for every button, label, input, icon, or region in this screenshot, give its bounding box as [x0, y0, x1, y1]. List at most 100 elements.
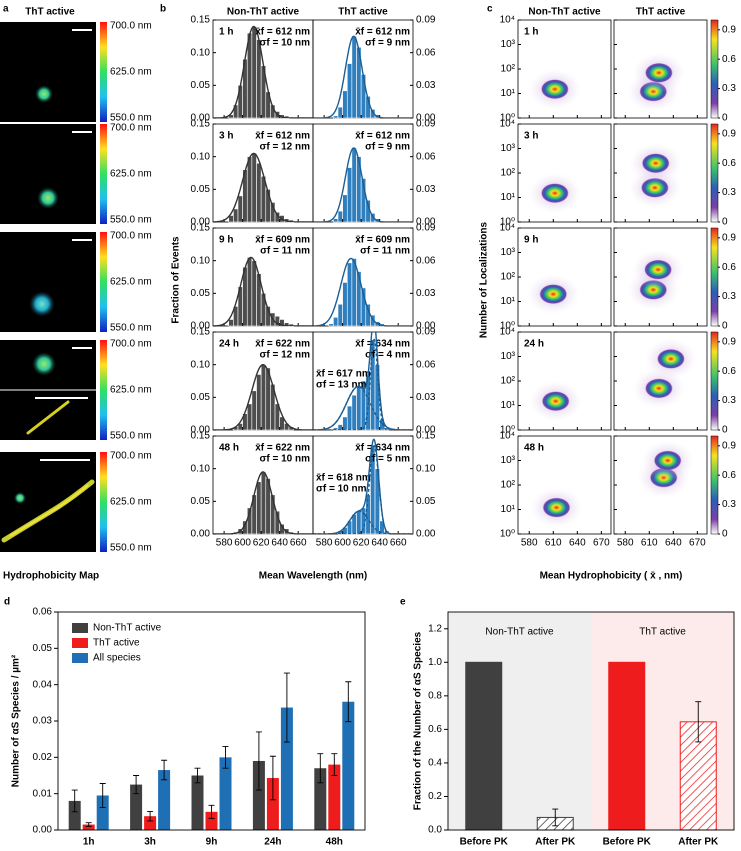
emission-spot [32, 352, 56, 376]
fit-mean-label: x̄f = 622 nm [255, 339, 310, 350]
y-tick-label: 0.8 [428, 690, 442, 701]
error-bar [552, 808, 559, 827]
colorbar [100, 340, 107, 440]
density-peak [644, 62, 673, 83]
colorbar-tick-label: 0.9 [722, 128, 736, 139]
fit-sigma-label: σf = 13 nm [316, 380, 367, 391]
histogram-bar [260, 471, 267, 535]
y-tick-label: 10⁴ [500, 431, 515, 442]
histogram-bar [342, 194, 348, 223]
bar [342, 701, 355, 830]
histogram-bar [356, 386, 362, 431]
emission-spot [35, 85, 53, 103]
emission-spot [37, 187, 59, 209]
density-peak [539, 284, 568, 305]
fit-sum-curve [313, 438, 413, 534]
histogram-bar [351, 147, 357, 223]
y-tick-label: 0.6 [428, 724, 442, 735]
colorbar-label: 625.0 nm [110, 67, 152, 78]
y-tick-label: 0.00 [191, 321, 211, 332]
histogram-bar [337, 424, 343, 431]
colorbar-label: 700.0 nm [110, 339, 152, 350]
y-tick-label: 10¹ [501, 400, 516, 411]
y-tick-label: 0.10 [191, 463, 211, 474]
fit-mean-label: x̄f = 634 nm [355, 443, 410, 454]
colorbar-tick-label: 0.9 [722, 440, 736, 451]
colorbar-label: 550.0 nm [110, 215, 152, 226]
y-tick-label: 0.15 [191, 119, 211, 130]
legend-label: Non-ThT active [93, 623, 162, 634]
legend-swatch [72, 638, 88, 648]
y-tick-label: 0.00 [191, 425, 211, 436]
y-tick-label: 0.00 [416, 217, 436, 228]
colorbar-label: 550.0 nm [110, 543, 152, 554]
y-tick-label: 0.00 [191, 217, 211, 228]
density-peak [540, 79, 569, 100]
y-axis-label: Number of Localizations [479, 222, 490, 339]
fit-curve [213, 471, 313, 534]
bar [82, 824, 95, 830]
fit-curve [313, 444, 413, 534]
colorbar-label: 700.0 nm [110, 21, 152, 32]
row-label: 1 h [524, 27, 538, 38]
micrograph [0, 22, 96, 122]
fit-mean-label: x̄f = 617 nm [316, 369, 371, 380]
x-tick-label: Before PK [460, 837, 509, 848]
y-tick-label: 0.10 [191, 47, 211, 58]
error-bar [269, 755, 276, 801]
column-title: Non-ThT active [227, 7, 300, 18]
y-tick-label: 10⁰ [500, 321, 515, 332]
colorbar-tick-label: 0 [722, 529, 728, 540]
y-tick-label: 10² [501, 168, 516, 179]
histogram-bar [328, 323, 334, 327]
y-tick-label: 0.09 [416, 15, 436, 26]
bar [608, 661, 646, 831]
colorbar-tick-label: 0 [722, 217, 728, 228]
colorbar-tick-label: 0 [722, 425, 728, 436]
bar [130, 784, 143, 830]
fit-curve [213, 152, 313, 222]
histogram-bar [337, 210, 343, 223]
histogram-bar [360, 74, 367, 119]
colorbar [710, 435, 719, 535]
y-tick-label: 0.06 [416, 359, 436, 370]
y-tick-label: 10³ [501, 351, 516, 362]
fit-sigma-label: σf = 4 nm [365, 350, 410, 361]
y-tick-label: 0.06 [416, 151, 436, 162]
error-bar [695, 701, 702, 743]
row-label: 9 h [524, 235, 538, 246]
fit-curve [213, 256, 313, 326]
histogram-bar [351, 258, 357, 327]
y-tick-label: 0.03 [416, 288, 436, 299]
y-tick-label: 0.03 [416, 80, 436, 91]
bar [465, 661, 503, 831]
y-tick-label: 0.00 [191, 529, 211, 540]
fit-sigma-label: σf = 11 nm [360, 246, 410, 257]
fit-curve [313, 257, 413, 326]
plot-frame [57, 611, 366, 831]
colorbar-tick-label: 0 [722, 113, 728, 124]
y-tick-label: 0.02 [33, 752, 53, 763]
colorbar [100, 124, 107, 224]
colorbar [710, 123, 719, 223]
fit-sigma-label: σf = 10 nm [316, 484, 367, 495]
x-axis-label: Mean Hydrophobicity ( x̄ , nm) [540, 571, 683, 582]
bar [158, 770, 171, 830]
y-tick-label: 10⁰ [500, 425, 515, 436]
row-label: 24 h [5, 347, 25, 358]
y-tick-label: 10⁴ [500, 119, 515, 130]
density-peak [541, 391, 570, 412]
histogram-bar [246, 257, 253, 327]
colorbar-label: 550.0 nm [110, 323, 152, 334]
histogram-bar [346, 405, 353, 431]
histogram-bar [237, 195, 243, 223]
y-tick-label: 10¹ [501, 192, 516, 203]
colorbar [100, 452, 107, 552]
y-tick-label: 0.05 [191, 392, 211, 403]
y-tick-label: 0.09 [416, 327, 436, 338]
plot-frame [447, 611, 735, 831]
y-tick-label: 10⁰ [500, 217, 515, 228]
error-bar [99, 783, 106, 808]
x-tick-label: 3h [144, 837, 156, 848]
y-tick-label: 0.00 [191, 113, 211, 124]
